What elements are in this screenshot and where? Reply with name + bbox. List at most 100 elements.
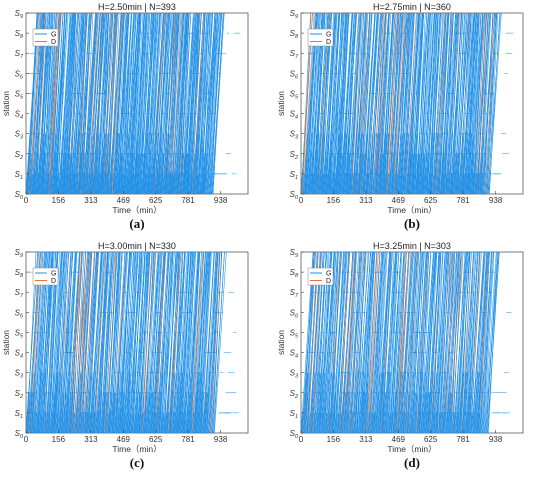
series-g-line <box>441 13 452 194</box>
series-g-line <box>122 13 132 194</box>
legend-label-d: D <box>51 278 56 285</box>
series-g-line <box>70 392 74 433</box>
series-g-line <box>332 13 342 194</box>
series-g-line <box>325 133 330 194</box>
series-g-line <box>61 133 66 194</box>
series-g-line <box>481 173 483 194</box>
series-g-line <box>117 173 120 194</box>
series-g-line <box>446 372 451 433</box>
series-g-line <box>445 252 456 433</box>
y-tick-label: S8 <box>290 29 299 40</box>
series-g-line <box>334 372 339 433</box>
series-g-line <box>206 372 210 433</box>
series-g-line <box>143 13 153 194</box>
series-g-line <box>387 392 391 433</box>
series-g-line <box>47 412 50 433</box>
series-g-line <box>144 252 154 433</box>
series-g-line <box>318 173 321 194</box>
series-g-line <box>172 372 177 433</box>
series-g-line <box>65 133 69 194</box>
series-g-line <box>80 412 83 433</box>
series-g-line <box>202 412 205 433</box>
series-g-line <box>174 412 176 433</box>
series-g-line <box>356 173 359 194</box>
series-g-line <box>461 153 464 194</box>
series-g-line <box>56 252 66 433</box>
series-g-line <box>334 133 340 194</box>
series-g-line <box>350 173 353 194</box>
series-g-line <box>77 13 88 194</box>
x-tick-label: 156 <box>52 196 66 205</box>
series-g-line <box>92 412 95 433</box>
series-g-line <box>397 13 409 194</box>
series-g-line <box>477 372 482 433</box>
series-g-line <box>329 372 334 433</box>
series-g-line <box>145 133 150 194</box>
x-axis-label: Time（min） <box>387 205 436 215</box>
series-g-line <box>52 252 63 433</box>
series-g-line <box>122 252 132 433</box>
series-g-line <box>350 412 353 433</box>
series-g-line <box>307 372 311 433</box>
series-g-line <box>58 252 68 433</box>
series-g-line <box>177 372 182 433</box>
series-g-line <box>113 252 127 433</box>
series-g-line <box>379 13 390 194</box>
series-g-line <box>473 13 484 194</box>
series-g-line <box>46 173 49 194</box>
series-g-line <box>430 133 436 194</box>
series-g-line <box>66 13 76 194</box>
series-g-line <box>162 173 165 194</box>
series-g-line <box>445 173 448 194</box>
series-g-line <box>154 133 159 194</box>
series-g-line <box>183 133 188 194</box>
series-g-line <box>27 392 31 433</box>
series-g-line <box>437 13 449 194</box>
series-g-line <box>111 13 122 194</box>
series-g-line <box>327 13 338 194</box>
series-g-line <box>381 133 386 194</box>
series-g-line <box>372 252 384 433</box>
series-g-line <box>391 252 402 433</box>
series-g-line <box>153 173 156 194</box>
series-g-line <box>105 173 108 194</box>
series-g-line <box>301 173 304 194</box>
series-g-line <box>34 133 39 194</box>
series-g-line <box>162 252 173 433</box>
series-g-line <box>143 392 147 433</box>
series-g-line <box>66 252 77 433</box>
series-g-line <box>371 133 376 194</box>
series-g-line <box>350 252 360 433</box>
series-g-line <box>378 173 380 194</box>
series-g-line <box>186 133 191 194</box>
series-g-line <box>169 173 172 194</box>
x-tick-label: 313 <box>84 196 98 205</box>
series-g-line <box>373 252 384 433</box>
series-g-line <box>195 252 207 433</box>
series-g-line <box>90 173 93 194</box>
series-g-line <box>323 392 327 433</box>
series-g-line <box>416 372 422 433</box>
series-g-line <box>80 133 85 194</box>
series-d-line <box>80 252 92 433</box>
series-g-line <box>372 173 375 194</box>
series-g-line <box>373 412 375 433</box>
series-g-line <box>447 13 459 194</box>
series-g-line <box>146 173 149 194</box>
series-g-line <box>57 13 67 194</box>
series-g-line <box>471 13 482 194</box>
legend-label-g: G <box>51 32 56 39</box>
series-g-line <box>123 133 129 194</box>
series-g-line <box>138 372 143 433</box>
series-g-line <box>384 173 386 194</box>
series-g-line <box>359 372 365 433</box>
series-g-line <box>340 153 343 194</box>
series-g-line <box>117 13 128 194</box>
series-g-line <box>196 13 206 194</box>
series-g-line <box>480 252 490 433</box>
series-g-line <box>404 173 407 194</box>
series-d-line <box>405 13 417 194</box>
series-g-line <box>339 392 342 433</box>
series-g-line <box>123 153 127 194</box>
series-g-line <box>205 392 208 433</box>
